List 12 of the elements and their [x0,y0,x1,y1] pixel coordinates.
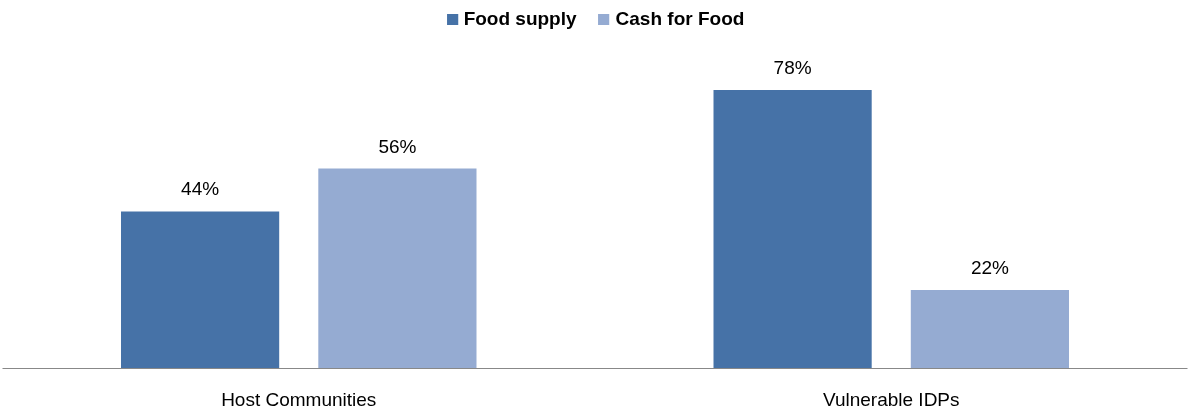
x-tick-label: Host Communities [221,388,377,410]
data-label: 22% [970,256,1010,278]
bar [910,289,1069,369]
legend-label: Food supply [463,8,577,30]
bar [318,168,477,369]
data-label: 78% [773,57,812,79]
data-label: 56% [378,135,417,157]
bar [121,211,280,369]
x-tick-label: Vulnerable IDPs [822,388,960,410]
data-label: 44% [181,178,220,200]
bar [713,90,872,369]
legend-label: Cash for Food [615,8,745,30]
